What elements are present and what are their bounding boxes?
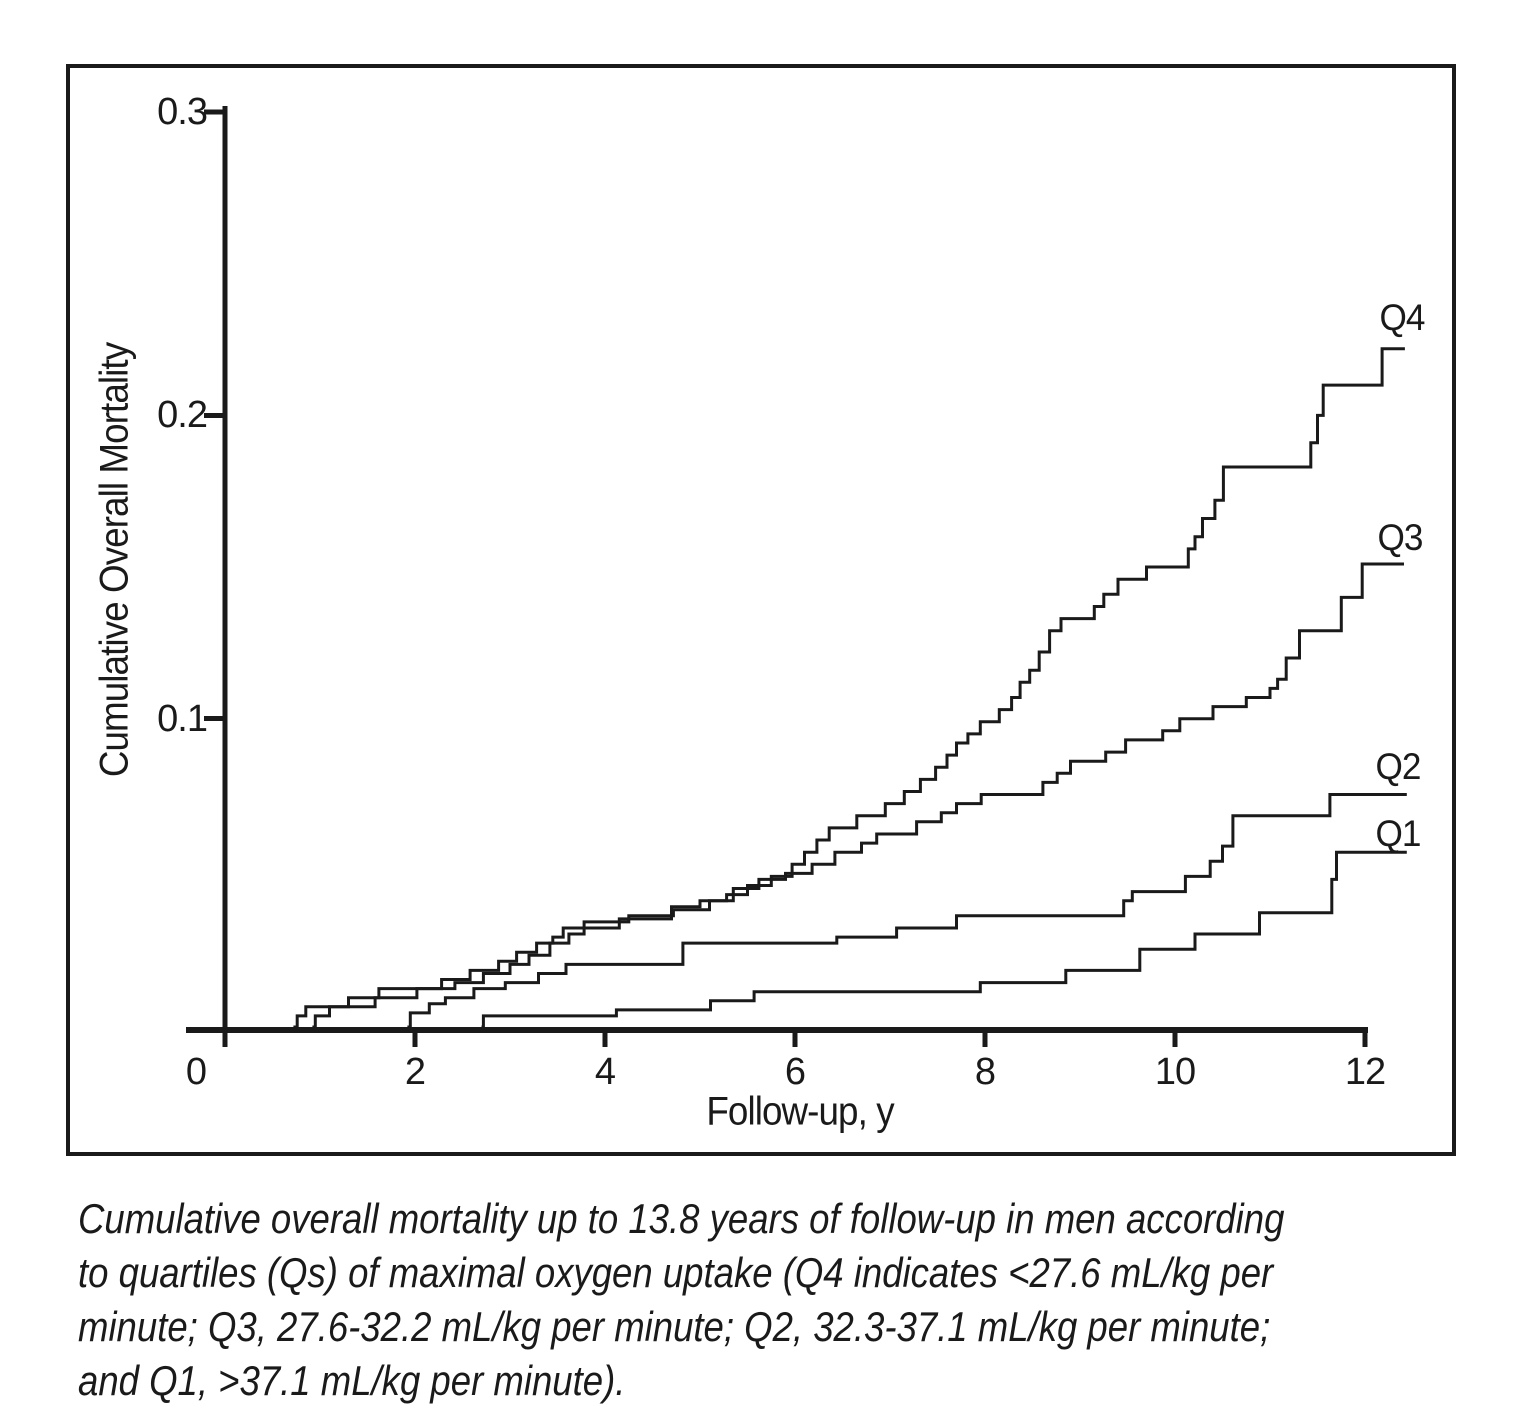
- x-tick-label-8: 8: [974, 1051, 996, 1093]
- curve-q1: [481, 850, 1407, 1029]
- y-tick-label-0.1: 0.1: [157, 698, 208, 740]
- curve-label-q3: Q3: [1377, 517, 1424, 558]
- x-tick-label-12: 12: [1344, 1051, 1386, 1093]
- curve-q2: [407, 793, 1407, 1029]
- x-tick-label-4: 4: [594, 1051, 616, 1093]
- caption-line-4: and Q1, >37.1 mL/kg per minute).: [78, 1357, 626, 1404]
- figure-panel-border: [66, 64, 1456, 1156]
- curve-label-q4: Q4: [1379, 297, 1426, 338]
- x-tick-label-0: 0: [185, 1051, 207, 1093]
- caption-line-1: Cumulative overall mortality up to 13.8 …: [78, 1195, 1285, 1242]
- y-axis-title: Cumulative Overall Mortality: [92, 342, 137, 778]
- y-tick-label-0.3: 0.3: [157, 91, 208, 133]
- figure-caption: Cumulative overall mortality up to 13.8 …: [78, 1192, 1508, 1406]
- survival-curves: [293, 347, 1407, 1029]
- y-tick-label-0.2: 0.2: [157, 394, 208, 436]
- x-tick-label-2: 2: [404, 1051, 426, 1093]
- caption-line-2: to quartiles (Qs) of maximal oxygen upta…: [78, 1249, 1274, 1296]
- x-tick-label-6: 6: [784, 1051, 806, 1093]
- x-axis-title: Follow-up, y: [706, 1089, 894, 1134]
- curve-label-q1: Q1: [1375, 813, 1422, 854]
- axis-ticks: [204, 109, 1368, 1047]
- curve-q4: [293, 347, 1405, 1029]
- curve-label-q2: Q2: [1375, 746, 1422, 787]
- caption-line-3: minute; Q3, 27.6-32.2 mL/kg per minute; …: [78, 1303, 1271, 1350]
- curve-q3: [312, 562, 1404, 1029]
- x-tick-label-10: 10: [1154, 1051, 1196, 1093]
